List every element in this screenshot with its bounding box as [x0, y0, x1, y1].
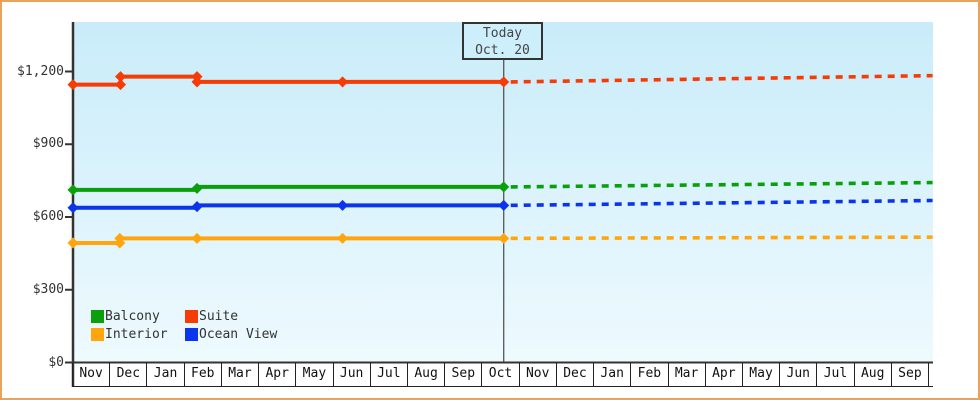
month-cell: Nov: [518, 363, 556, 387]
month-cell: Aug: [406, 363, 445, 387]
month-cell: Sep: [890, 363, 929, 387]
data-point-balcony: [498, 181, 510, 193]
month-cell: May: [295, 363, 333, 387]
legend-item-interior: Interior: [91, 326, 185, 342]
y-axis-label: $900: [32, 136, 64, 152]
data-point-interior: [337, 232, 349, 244]
month-cell: Apr: [258, 363, 296, 387]
month-cell: Jul: [369, 363, 407, 387]
legend-item-balcony: Balcony: [91, 308, 185, 324]
series-projection-ocean-view: [510, 198, 933, 208]
data-point-suite: [115, 71, 127, 83]
interior-color-swatch: [91, 327, 104, 341]
series-projection-suite: [510, 73, 933, 84]
today-box: Today Oct. 20: [462, 22, 543, 60]
y-axis-label: $1,200: [17, 63, 64, 79]
data-point-suite: [115, 79, 127, 91]
data-point-ocean-view: [337, 199, 349, 211]
month-cell: Jun: [779, 363, 817, 387]
y-axis-label: $300: [32, 281, 64, 297]
data-point-interior: [498, 232, 510, 244]
month-cell: Nov: [72, 363, 110, 387]
series-line-suite: [73, 74, 504, 87]
month-cell: Jan: [146, 363, 184, 387]
month-cell: Dec: [109, 363, 147, 387]
month-cell: Feb: [183, 363, 221, 387]
month-cell: Jun: [332, 363, 370, 387]
data-point-ocean-view: [191, 201, 203, 213]
month-cell: Oct: [481, 363, 519, 387]
series-projection-interior: [510, 235, 933, 241]
legend-label-balcony: Balcony: [105, 308, 160, 324]
month-cell: Mar: [220, 363, 259, 387]
month-cell: Jul: [816, 363, 854, 387]
month-cell: Aug: [853, 363, 891, 387]
y-axis-label: $0: [48, 354, 64, 370]
y-axis-label: $600: [32, 209, 64, 224]
legend-label-ocean-view: Ocean View: [199, 326, 278, 342]
x-axis-month-row: Nov Dec Jan Feb Mar Apr May Jun Jul Aug Sep Oct Nov D…: [72, 363, 934, 387]
suite-color-swatch: [185, 309, 198, 323]
legend-label-suite: Suite: [199, 308, 239, 324]
data-point-ocean-view: [67, 202, 79, 214]
month-cell: Dec: [555, 363, 594, 387]
legend-item-suite: Suite: [185, 308, 277, 324]
month-cell: Sep: [444, 363, 482, 387]
month-cell: May: [741, 363, 780, 387]
today-label: Today: [482, 26, 523, 41]
legend: Balcony Suite Interior Ocean View: [91, 308, 278, 342]
today-date: Oct. 20: [475, 43, 530, 58]
data-point-balcony: [191, 182, 203, 194]
legend-item-ocean-view: Ocean View: [185, 326, 278, 342]
data-point-balcony: [67, 184, 79, 196]
balcony-color-swatch: [91, 309, 104, 323]
month-cell: Jan: [593, 363, 631, 387]
data-point-suite: [67, 79, 79, 91]
ocean-view-color-swatch: [185, 327, 198, 341]
data-point-suite: [191, 76, 203, 88]
month-row-stub: [928, 363, 934, 387]
series-projection-balcony: [510, 180, 933, 189]
month-cell: Mar: [667, 363, 705, 387]
data-point-interior: [114, 232, 126, 244]
legend-label-interior: Interior: [105, 326, 168, 342]
data-point-interior: [67, 237, 79, 249]
month-cell: Feb: [630, 363, 668, 387]
data-point-ocean-view: [498, 199, 510, 211]
data-point-interior: [191, 232, 203, 244]
month-cell: Apr: [704, 363, 742, 387]
